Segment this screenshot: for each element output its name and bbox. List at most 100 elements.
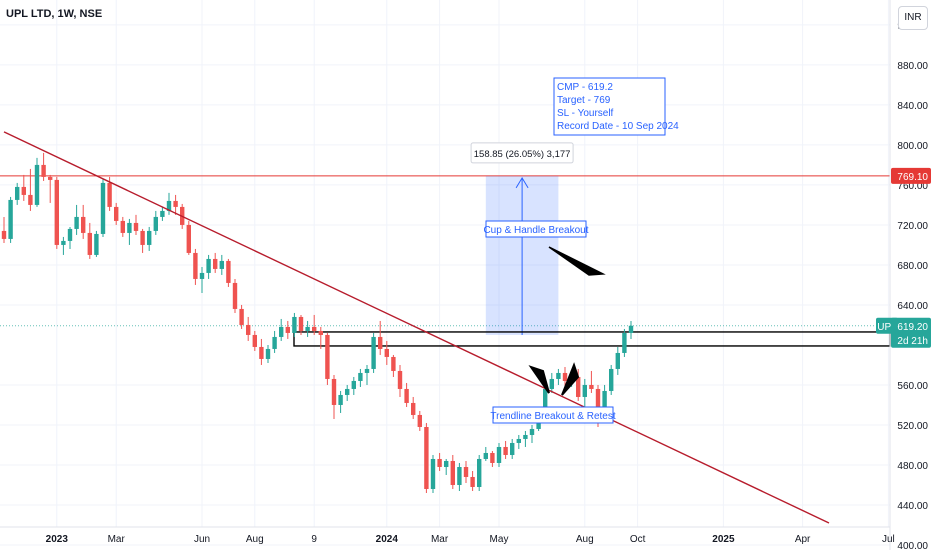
candle-body xyxy=(628,325,634,333)
candle-body xyxy=(120,220,125,233)
candle-body xyxy=(285,326,290,333)
support-zone xyxy=(293,331,891,347)
info-box-line: Record Date - 10 Sep 2024 xyxy=(557,121,679,132)
candle-body xyxy=(602,390,607,419)
target-price-label: 769.10 xyxy=(897,172,928,183)
candle-body xyxy=(378,336,383,349)
time-tick-label: Jun xyxy=(194,534,210,545)
measure-label-box xyxy=(470,142,574,164)
info-box-line: Target - 769 xyxy=(557,95,611,106)
candle-body xyxy=(391,356,396,371)
candle-body xyxy=(397,370,403,389)
candle-body xyxy=(265,348,271,359)
time-tick-label: Mar xyxy=(108,534,126,545)
time-tick-label: Oct xyxy=(630,534,646,545)
candle-body xyxy=(147,230,152,245)
target-price-badge xyxy=(891,167,931,184)
info-box-line: SL - Yourself xyxy=(557,108,614,119)
candle-body xyxy=(127,222,132,233)
candle-body xyxy=(358,372,363,381)
chart-overlays-front: CMP - 619.2 Target - 769 SL - Yourself Reco… xyxy=(3,77,830,524)
candle-body xyxy=(133,222,139,231)
symbol-label: UPL xyxy=(877,322,897,333)
candle-body xyxy=(1,230,7,239)
candle-body xyxy=(384,348,389,357)
last-price-label: 619.20 xyxy=(897,322,928,333)
candle-body xyxy=(186,224,191,253)
time-tick-label: May xyxy=(490,534,509,545)
candle-body xyxy=(364,368,370,373)
retest-label-box xyxy=(492,406,614,424)
candle-body xyxy=(34,164,40,205)
price-tick-label: 560.00 xyxy=(897,381,928,392)
candle-body xyxy=(298,316,304,331)
candle-body xyxy=(173,200,178,207)
candle-body xyxy=(140,230,145,245)
candle-body xyxy=(450,460,455,485)
candle-body xyxy=(338,394,343,405)
last-price-badge xyxy=(891,317,931,348)
candle-body xyxy=(226,260,231,283)
candle-body xyxy=(213,258,218,269)
candle-body xyxy=(318,330,323,335)
candle-body xyxy=(543,388,548,411)
candle-body xyxy=(67,228,73,241)
candle-body xyxy=(463,466,469,477)
price-tick-label: 680.00 xyxy=(897,261,928,272)
candle-body xyxy=(21,186,26,195)
retest-arrow-left xyxy=(528,365,550,394)
price-tick-label: 480.00 xyxy=(897,461,928,472)
trendline[interactable] xyxy=(3,131,830,524)
candle-body xyxy=(166,200,172,211)
price-tick-label: 440.00 xyxy=(897,501,928,512)
candle-body xyxy=(477,458,482,487)
candle-body xyxy=(609,368,614,391)
candle-body xyxy=(272,336,277,349)
info-box xyxy=(553,77,666,136)
time-tick-label: 2025 xyxy=(712,534,735,545)
retest-label: Trendline Breakout & Retest xyxy=(490,411,615,422)
candle-body xyxy=(74,216,79,229)
candle-body xyxy=(232,282,238,309)
candle-body xyxy=(589,384,594,389)
candle-body xyxy=(48,176,53,180)
candle-body xyxy=(114,206,119,221)
candle-body xyxy=(404,388,409,403)
cup-handle-label-box xyxy=(485,220,587,238)
time-tick-label: Apr xyxy=(795,534,811,545)
candle-body xyxy=(615,352,620,369)
retest-arrow-right xyxy=(561,362,580,396)
candle-body xyxy=(430,458,436,489)
candle-body xyxy=(153,216,158,231)
price-tick-label: 800.00 xyxy=(897,141,928,152)
candle-body xyxy=(470,476,475,487)
price-tick-label: 640.00 xyxy=(897,301,928,312)
measure-label: 158.85 (26.05%) 3,177 xyxy=(474,149,571,160)
time-tick-label: 9 xyxy=(311,534,317,545)
grid-lines xyxy=(0,0,890,546)
candle-body xyxy=(81,216,86,233)
price-tick-label: 840.00 xyxy=(897,101,928,112)
candle-body xyxy=(496,446,502,463)
candle-body xyxy=(483,452,488,459)
currency-button[interactable]: INR xyxy=(898,6,928,30)
candle-body xyxy=(252,334,257,347)
candle-body xyxy=(562,372,568,381)
time-tick-label: Aug xyxy=(246,534,264,545)
candle-body xyxy=(437,458,442,467)
measure-arrow-head xyxy=(515,176,529,189)
candle-body xyxy=(199,272,205,279)
cup-handle-arrow xyxy=(548,246,606,276)
time-axis[interactable]: 2023 Mar Jun Aug 9 2024 Mar May Aug Oct 2025 Apr Jul xyxy=(0,526,895,545)
candle-body xyxy=(490,452,495,463)
chart-title: UPL LTD, 1W, NSE xyxy=(6,8,103,20)
price-tick-label: 520.00 xyxy=(897,421,928,432)
candle-body xyxy=(54,179,59,245)
candle-body xyxy=(87,232,92,255)
candle-body xyxy=(351,380,356,389)
candle-body xyxy=(411,402,416,415)
price-axis[interactable]: 920.00880.00840.00800.00760.00720.00680.… xyxy=(876,0,931,550)
candle-body xyxy=(100,182,106,234)
candle-body xyxy=(444,460,449,467)
